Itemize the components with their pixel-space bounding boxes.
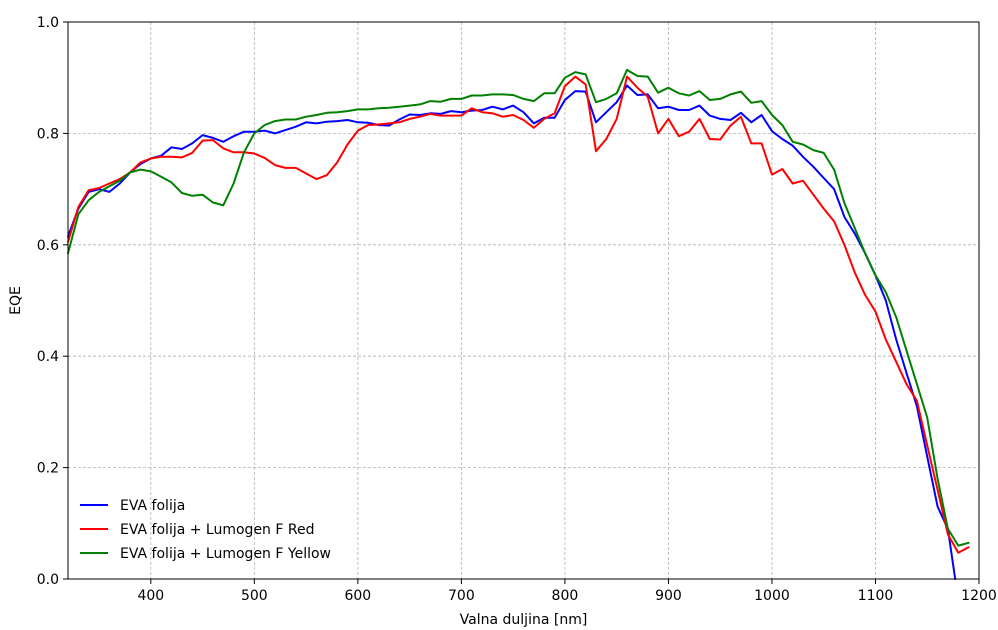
x-tick-label-5: 900 bbox=[655, 588, 682, 604]
y-tick-label-2: 0.4 bbox=[37, 349, 59, 365]
y-tick-label-5: 1.0 bbox=[37, 15, 59, 31]
y-tick-label-0: 0.0 bbox=[37, 572, 59, 588]
legend: EVA folija EVA folija + Lumogen F Red EVA … bbox=[80, 498, 331, 562]
series-group bbox=[67, 68, 970, 580]
x-tick-label-1: 500 bbox=[241, 588, 268, 604]
x-tick-label-4: 800 bbox=[552, 588, 579, 604]
y-tick-label-1: 0.2 bbox=[37, 461, 59, 477]
y-tick-label-3: 0.6 bbox=[37, 238, 59, 254]
x-tick-label-8: 1200 bbox=[961, 588, 997, 604]
x-axis-ticks: 400 500 600 700 800 900 1000 1100 1200 bbox=[137, 579, 997, 604]
x-tick-label-7: 1100 bbox=[858, 588, 894, 604]
plot-frame bbox=[67, 21, 980, 580]
series-line-0 bbox=[67, 84, 957, 580]
legend-label-2: EVA folija + Lumogen F Yellow bbox=[120, 546, 331, 562]
x-tick-label-0: 400 bbox=[137, 588, 164, 604]
series-line-2 bbox=[67, 68, 970, 547]
series-line-1 bbox=[67, 75, 970, 554]
y-tick-label-4: 0.8 bbox=[37, 126, 59, 142]
x-axis-label: Valna duljina [nm] bbox=[460, 612, 588, 628]
x-tick-label-3: 700 bbox=[448, 588, 475, 604]
y-axis-ticks: 0.0 0.2 0.4 0.6 0.8 1.0 bbox=[37, 15, 68, 588]
legend-label-0: EVA folija bbox=[120, 498, 185, 514]
x-tick-label-6: 1000 bbox=[754, 588, 790, 604]
x-tick-label-2: 600 bbox=[344, 588, 371, 604]
legend-label-1: EVA folija + Lumogen F Red bbox=[120, 522, 314, 538]
y-axis-label: EQE bbox=[8, 286, 24, 315]
